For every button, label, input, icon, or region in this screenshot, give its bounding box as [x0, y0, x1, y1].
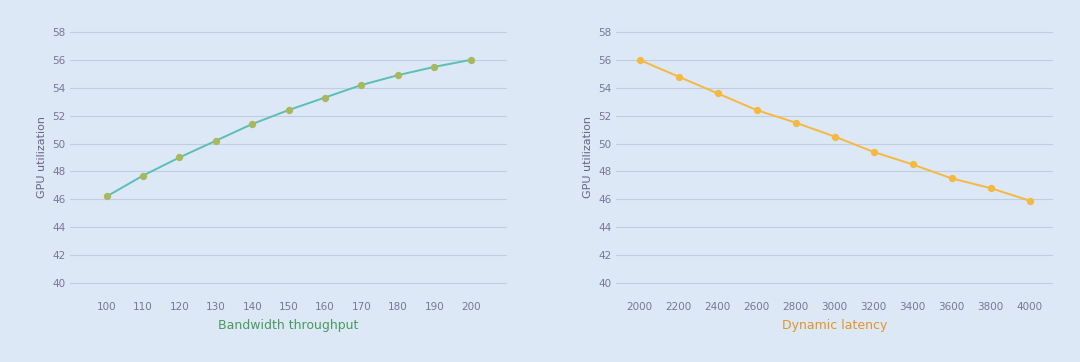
Point [1021, 198, 1038, 203]
Point [316, 94, 334, 100]
Point [426, 64, 443, 70]
Point [280, 107, 297, 113]
Point [670, 74, 687, 80]
Point [207, 138, 225, 144]
Point [865, 149, 882, 155]
Point [462, 57, 480, 63]
Point [943, 176, 960, 181]
Point [171, 155, 188, 160]
Point [787, 120, 805, 126]
Point [826, 134, 843, 139]
Point [631, 57, 648, 63]
Point [134, 173, 151, 178]
Point [244, 121, 261, 127]
Y-axis label: GPU utilization: GPU utilization [37, 117, 46, 198]
Point [389, 72, 406, 78]
Point [982, 185, 999, 191]
Point [708, 90, 726, 96]
Y-axis label: GPU utilization: GPU utilization [582, 117, 593, 198]
X-axis label: Dynamic latency: Dynamic latency [782, 319, 888, 332]
X-axis label: Bandwidth throughput: Bandwidth throughput [218, 319, 359, 332]
Point [98, 194, 116, 199]
Point [748, 107, 766, 113]
Point [353, 82, 370, 88]
Point [904, 161, 921, 167]
